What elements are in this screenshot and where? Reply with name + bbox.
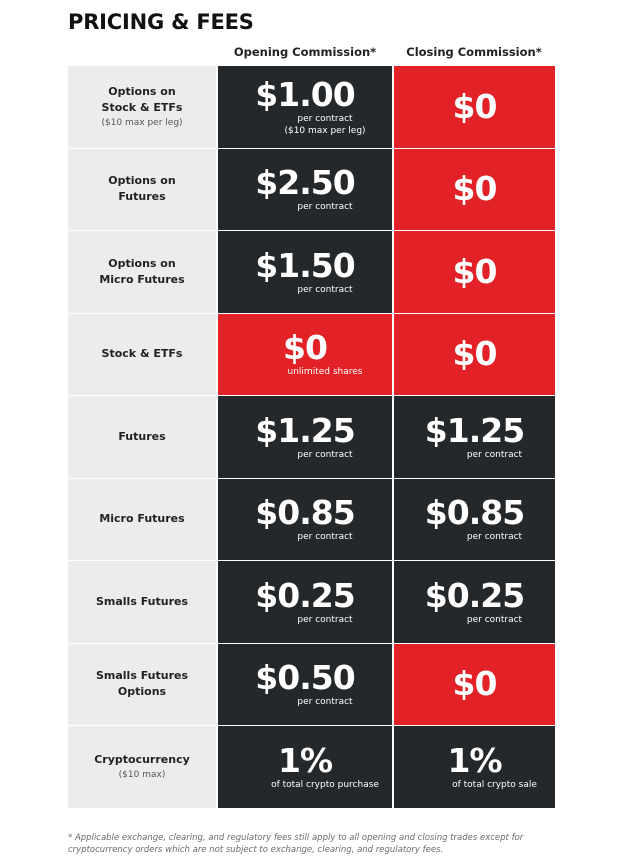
row-label-cell: Smalls Futures: [68, 561, 216, 644]
closing-commission-cell: $0: [392, 231, 555, 314]
opening-commission-unit: per contract: [297, 614, 353, 625]
closing-commission-amount: $0.85: [424, 493, 525, 533]
closing-commission-unit: per contract: [466, 449, 523, 460]
closing-commission-header: Closing Commission*: [406, 45, 542, 59]
opening-commission-cell: $0.85 per contract: [216, 478, 392, 561]
opening-commission-cell: $1.50 per contract: [216, 231, 392, 314]
opening-commission-unit: of total crypto purchase: [271, 779, 379, 790]
closing-commission-amount: $0: [452, 86, 498, 126]
opening-commission-unit: per contract: [297, 449, 353, 460]
closing-commission-cell: $0: [392, 66, 555, 149]
closing-commission-cell: $1.25 per contract: [392, 396, 555, 479]
opening-commission-amount: $0.85: [255, 493, 355, 533]
closing-commission-unit: of total crypto sale: [452, 779, 537, 790]
product-name: Cryptocurrency: [94, 752, 190, 766]
product-limit-note: ($10 max per leg): [101, 117, 183, 128]
closing-commission-amount: $0: [452, 334, 498, 374]
opening-commission-amount: $0.25: [255, 575, 355, 615]
opening-commission-cell: $0.50 per contract: [216, 643, 392, 726]
closing-commission-amount: $0: [452, 169, 498, 209]
pricing-table: Options on Stock & ETFs ($10 max per leg)…: [68, 66, 555, 809]
opening-commission-cell: $2.50 per contract: [216, 148, 392, 231]
row-label-cell: Options on Stock & ETFs ($10 max per leg): [68, 66, 216, 149]
opening-commission-amount: $0.50: [255, 658, 355, 698]
row-label-cell: Cryptocurrency ($10 max): [68, 726, 216, 809]
row-label-cell: Futures: [68, 396, 216, 479]
opening-commission-cell: $0 unlimited shares: [216, 313, 392, 396]
closing-commission-cell: $0: [392, 313, 555, 396]
opening-commission-unit: per contract: [297, 284, 353, 295]
page-title: PRICING & FEES: [68, 10, 254, 34]
row-label-cell: Stock & ETFs: [68, 313, 216, 396]
closing-commission-unit: per contract: [466, 532, 523, 543]
opening-commission-amount: $1.25: [255, 410, 355, 450]
product-name: Options on Futures: [108, 174, 176, 204]
opening-commission-cell: 1% of total crypto purchase: [216, 726, 392, 809]
product-name: Stock & ETFs: [101, 347, 183, 361]
row-label-cell: Micro Futures: [68, 478, 216, 561]
opening-commission-amount: $1.50: [255, 245, 355, 285]
product-name: Options on Micro Futures: [99, 256, 185, 286]
closing-commission-cell: 1% of total crypto sale: [392, 726, 555, 809]
opening-commission-amount: $0: [283, 328, 328, 368]
product-name: Options on Stock & ETFs: [101, 84, 183, 114]
product-name: Futures: [118, 429, 166, 443]
product-name: Smalls Futures: [95, 594, 189, 608]
product-limit-note: ($10 max): [118, 769, 166, 780]
row-label-cell: Options on Micro Futures: [68, 231, 216, 314]
footnote: * Applicable exchange, clearing, and reg…: [68, 833, 524, 855]
opening-commission-header: Opening Commission*: [233, 45, 377, 59]
opening-commission-unit: per contract: [297, 113, 353, 124]
opening-commission-unit: per contract: [297, 697, 353, 708]
opening-commission-unit: per contract: [297, 202, 353, 213]
closing-commission-amount: $0.25: [424, 575, 525, 615]
row-label-cell: Smalls Futures Options: [68, 643, 216, 726]
closing-commission-cell: $0: [392, 148, 555, 231]
opening-commission-amount: $1.00: [255, 74, 355, 114]
closing-commission-amount: 1%: [447, 740, 502, 780]
closing-commission-cell: $0.85 per contract: [392, 478, 555, 561]
opening-commission-cell: $1.00 per contract ($10 max per leg): [216, 66, 392, 149]
opening-commission-unit: per contract: [297, 532, 353, 543]
closing-commission-unit: per contract: [466, 614, 523, 625]
opening-commission-amount: 1%: [277, 740, 333, 780]
closing-commission-amount: $0: [452, 251, 498, 291]
closing-commission-cell: $0: [392, 643, 555, 726]
product-name: Micro Futures: [99, 512, 185, 526]
row-label-cell: Options on Futures: [68, 148, 216, 231]
opening-commission-cell: $1.25 per contract: [216, 396, 392, 479]
opening-commission-unit: unlimited shares: [287, 367, 363, 378]
closing-commission-cell: $0.25 per contract: [392, 561, 555, 644]
closing-commission-amount: $0: [452, 664, 498, 704]
opening-commission-amount: $2.50: [255, 163, 355, 203]
closing-commission-amount: $1.25: [424, 410, 525, 450]
opening-commission-cell: $0.25 per contract: [216, 561, 392, 644]
product-name: Smalls Futures Options: [95, 669, 189, 699]
opening-commission-cap: ($10 max per leg): [284, 125, 366, 136]
